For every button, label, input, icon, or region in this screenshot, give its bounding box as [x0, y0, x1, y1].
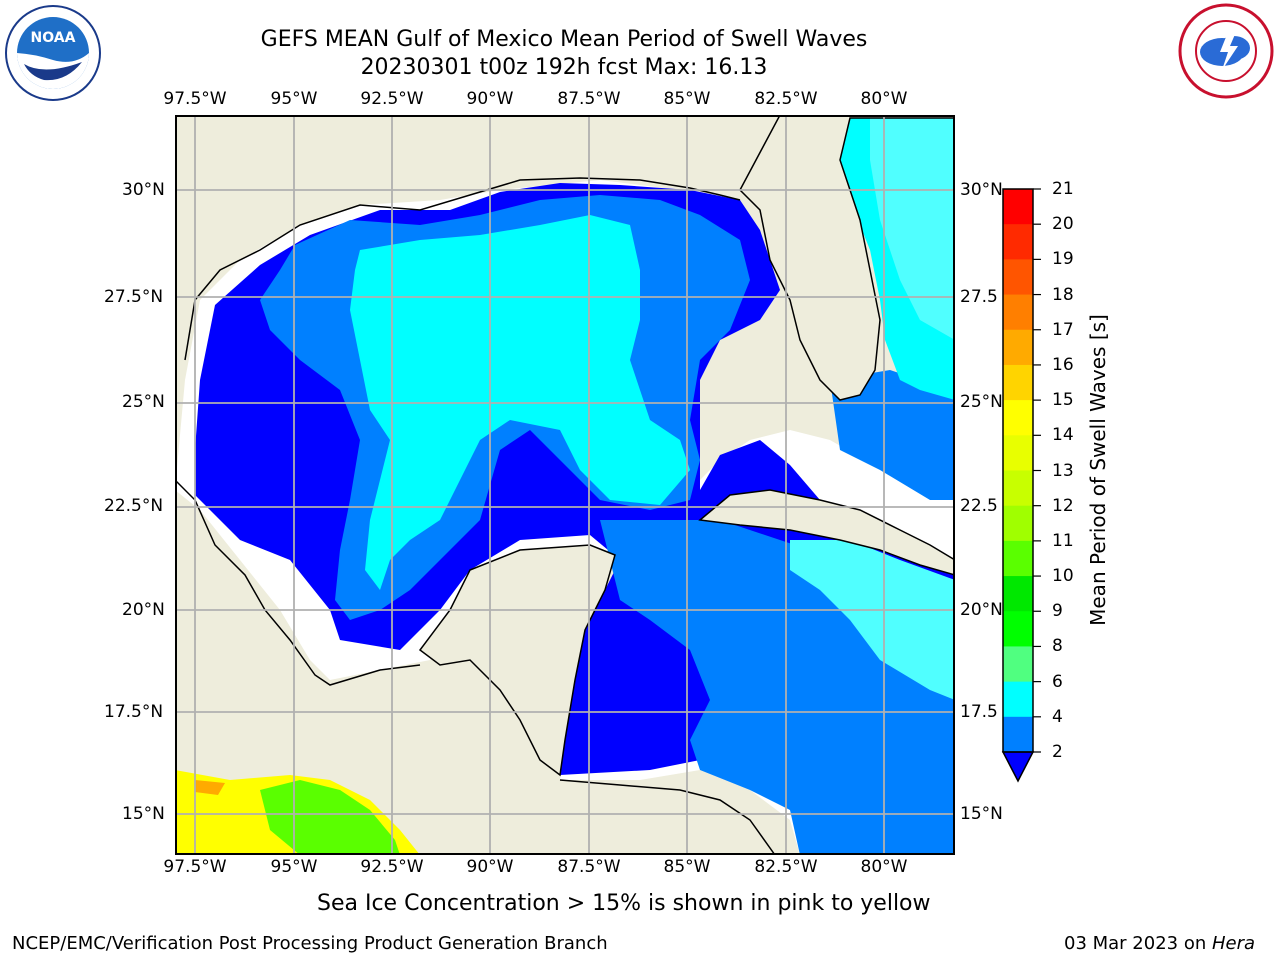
lat-label-left: 25°N	[122, 392, 165, 412]
footer-right: 03 Mar 2023 on Hera	[1064, 933, 1255, 954]
lon-label-bottom: 92.5°W	[360, 857, 424, 877]
colorbar-tick-label: 15	[1052, 390, 1074, 411]
colorbar-tick-label: 9	[1052, 601, 1063, 622]
colorbar-tick-label: 4	[1052, 706, 1063, 727]
colorbar-label: Mean Period of Swell Waves [s]	[1086, 314, 1110, 626]
lon-label-bottom: 80°W	[860, 857, 908, 877]
lat-label-right: 25°N	[960, 392, 1003, 412]
lat-label-right: 22.5	[960, 496, 998, 516]
lon-label-top: 95°W	[270, 89, 318, 109]
colorbar-block	[1003, 224, 1033, 260]
colorbar-tick-label: 14	[1052, 425, 1074, 446]
map-title: GEFS MEAN Gulf of Mexico Mean Period of …	[260, 27, 868, 52]
colorbar-block	[1003, 470, 1033, 507]
colorbar-tick-label: 18	[1052, 284, 1074, 305]
nws-logo	[1176, 2, 1276, 100]
yucatan-land	[418, 544, 616, 777]
lat-label-right: 30°N	[960, 180, 1003, 200]
lat-label-left: 20°N	[122, 600, 165, 620]
lon-label-bottom: 85°W	[663, 857, 711, 877]
lon-label-top: 82.5°W	[754, 89, 818, 109]
lat-label-right: 17.5	[960, 702, 998, 722]
ice-patch-orange	[195, 780, 225, 795]
lon-label-bottom: 82.5°W	[754, 857, 818, 877]
footer-date: 03 Mar 2023 on	[1064, 933, 1207, 954]
colorbar-block	[1003, 329, 1033, 366]
lon-label-top: 85°W	[663, 89, 711, 109]
colorbar-tick-label: 16	[1052, 354, 1074, 375]
footer-machine: Hera	[1212, 933, 1256, 954]
colorbar-tick-label: 12	[1052, 495, 1074, 516]
lon-label-top: 80°W	[860, 89, 908, 109]
map-panel	[175, 115, 955, 855]
colorbar-block	[1003, 540, 1033, 577]
lon-label-bottom: 87.5°W	[557, 857, 621, 877]
map-subtitle: 20230301 t00z 192h fcst Max: 16.13	[360, 55, 768, 80]
graticule	[175, 115, 955, 855]
colorbar-block	[1003, 189, 1033, 225]
colorbar-tick-label: 19	[1052, 249, 1074, 270]
lat-label-right: 15°N	[960, 804, 1003, 824]
colorbar-tick-label: 21	[1052, 179, 1074, 199]
colorbar-block	[1003, 259, 1033, 296]
colorbar-block	[1003, 400, 1033, 436]
florida-land	[739, 115, 955, 401]
lat-label-right: 20°N	[960, 600, 1003, 620]
colorbar-extend-triangle	[1001, 751, 1035, 783]
colorbar-block	[1003, 576, 1033, 612]
colorbar-tick-label: 20	[1052, 214, 1074, 235]
central-america-coast	[559, 779, 776, 855]
lon-label-top: 97.5°W	[163, 89, 227, 109]
colorbar-tick-label: 6	[1052, 671, 1063, 692]
colorbar-block	[1003, 681, 1033, 718]
colorbar-block	[1003, 716, 1033, 753]
colorbar-block	[1003, 435, 1033, 471]
colorbar-tick-label: 11	[1052, 530, 1074, 551]
lon-label-bottom: 97.5°W	[163, 857, 227, 877]
us-coast	[184, 177, 741, 361]
colorbar-tick-label: 10	[1052, 566, 1074, 587]
noaa-logo: NOAA	[4, 4, 102, 102]
lon-label-bottom: 95°W	[270, 857, 318, 877]
colorbar-block	[1003, 505, 1033, 542]
colorbar	[1001, 188, 1041, 783]
ice-patch-green	[260, 780, 400, 855]
sea-ice-note: Sea Ice Concentration > 15% is shown in …	[317, 891, 931, 916]
noaa-logo-text: NOAA	[30, 30, 76, 46]
lat-label-left: 22.5°N	[104, 496, 164, 516]
lon-label-bottom: 90°W	[466, 857, 514, 877]
colorbar-block	[1003, 294, 1033, 331]
lat-label-left: 27.5°N	[104, 287, 164, 307]
lat-label-left: 15°N	[122, 804, 165, 824]
lon-label-top: 90°W	[466, 89, 514, 109]
lat-label-left: 30°N	[122, 180, 165, 200]
colorbar-tick-label: 8	[1052, 636, 1063, 657]
colorbar-block	[1003, 646, 1033, 683]
lon-label-top: 87.5°W	[557, 89, 621, 109]
colorbar-tick-label: 2	[1052, 742, 1063, 762]
colorbar-tick-label: 13	[1052, 460, 1074, 481]
lat-label-left: 17.5°N	[104, 702, 164, 722]
mexico-coast	[175, 479, 421, 686]
lon-label-top: 92.5°W	[360, 89, 424, 109]
map-frame	[175, 115, 955, 855]
swell-band-cyan	[870, 115, 955, 340]
footer-left: NCEP/EMC/Verification Post Processing Pr…	[12, 933, 608, 954]
colorbar-tick-label: 17	[1052, 319, 1074, 340]
lat-label-right: 27.5	[960, 287, 998, 307]
swell-band-cyan	[790, 540, 955, 700]
colorbar-block	[1003, 611, 1033, 647]
colorbar-block	[1003, 364, 1033, 401]
